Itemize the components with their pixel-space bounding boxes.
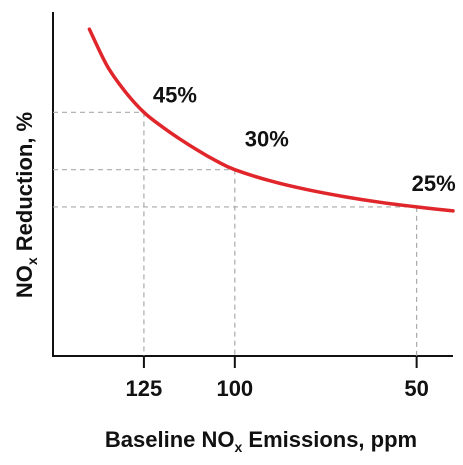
x-axis-title-suffix: Emissions, ppm [242, 427, 417, 452]
y-axis-title-prefix: NO [12, 265, 37, 298]
data-label: 45% [153, 82, 197, 107]
y-axis-title-suffix: Reduction, % [12, 112, 37, 257]
y-axis-title-sub: x [24, 257, 40, 265]
series-line [87, 27, 455, 213]
x-axis-title: Baseline NOx Emissions, ppm [105, 427, 417, 455]
x-axis-title-sub: x [234, 439, 242, 455]
x-axis-title-prefix: Baseline NO [105, 427, 235, 452]
x-ticks [142, 356, 418, 368]
data-label: 25% [412, 171, 456, 196]
x-tick-label: 125 [126, 376, 163, 401]
x-tick-labels: 125 100 50 [126, 376, 429, 401]
x-tick-label: 50 [404, 376, 428, 401]
y-axis-title: NOx Reduction, % [12, 112, 40, 298]
data-label: 30% [245, 127, 289, 152]
reference-lines [53, 111, 418, 356]
x-tick-label: 100 [216, 376, 253, 401]
annotations: 45% 30% 25% [153, 82, 456, 196]
